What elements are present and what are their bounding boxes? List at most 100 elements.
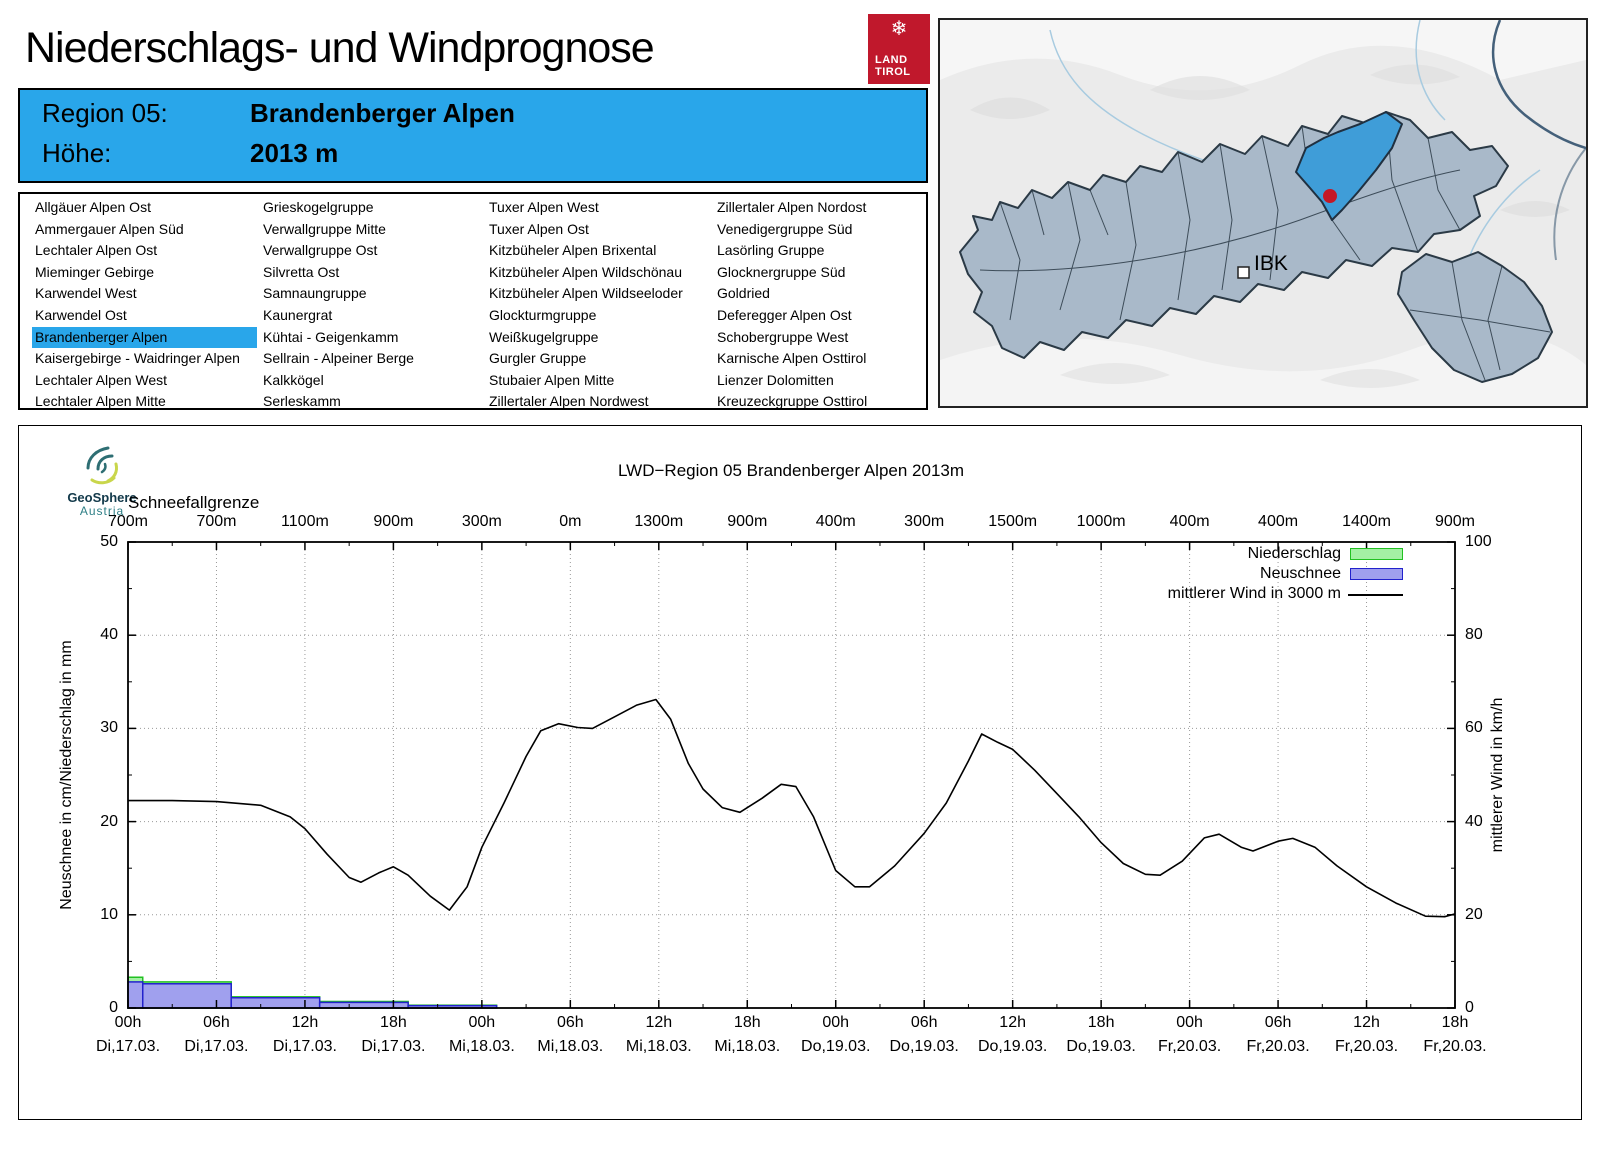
y-tick-label-left: 10 (100, 905, 118, 923)
x-tick-time-label: 06h (556, 1014, 584, 1031)
region-list-item[interactable]: Stubaier Alpen Mitte (489, 371, 615, 388)
forecast-chart-panel: GeoSphere Austria LWD−Region 05 Brandenb… (18, 425, 1582, 1120)
x-tick-time-label: 06h (203, 1014, 230, 1031)
region-list-item[interactable]: Goldried (717, 285, 770, 302)
region-list-item[interactable]: Glocknergruppe Süd (717, 263, 846, 280)
region-list-item[interactable]: Deferegger Alpen Ost (717, 306, 852, 323)
x-tick-day-label: Do,19.03. (977, 1038, 1048, 1055)
x-tick-time-label: 18h (1087, 1014, 1115, 1031)
region-list-item[interactable]: Glockturmgruppe (489, 306, 597, 323)
region-list-item[interactable]: Schobergruppe West (717, 328, 849, 345)
legend-entry: Neuschnee (19, 565, 1581, 585)
land-tirol-logo: ❄ LAND TIROL (868, 14, 930, 84)
legend-label: Neuschnee (1260, 565, 1341, 582)
neuschnee-bar (141, 983, 232, 1009)
region-list-item[interactable]: Kreuzeckgruppe Osttirol (717, 393, 868, 410)
region-list-item[interactable]: Serleskamm (263, 393, 341, 410)
region-list-item[interactable]: Venedigergruppe Süd (717, 220, 853, 237)
region-list-item[interactable]: Lechtaler Alpen Mitte (35, 393, 166, 410)
ibk-label: IBK (1254, 252, 1288, 275)
region-list-item[interactable]: Karwendel West (35, 285, 137, 302)
region-list-item[interactable]: Silvretta Ost (263, 263, 340, 280)
snowline-value: 1300m (634, 513, 684, 530)
region-list-item[interactable]: Lasörling Gruppe (717, 242, 825, 259)
region-list-item[interactable]: Verwallgruppe Mitte (263, 220, 386, 237)
region-list-item[interactable]: Lechtaler Alpen West (35, 371, 168, 388)
y-axis-label-right: mittlerer Wind in km/h (1489, 697, 1506, 853)
snowline-value: 400m (1169, 513, 1210, 530)
region-list-item[interactable]: Lienzer Dolomitten (717, 371, 834, 388)
x-tick-time-label: 06h (910, 1014, 938, 1031)
logo-line1: LAND (875, 54, 908, 66)
region-list-column-2: Grieskogelgruppe Verwallgruppe Mitte Verwa… (260, 197, 485, 413)
region-list-item[interactable]: Zillertaler Alpen Nordost (717, 199, 867, 215)
region-list-item[interactable]: Gurgler Gruppe (489, 350, 587, 367)
snowline-value: 1400m (1342, 513, 1391, 530)
region-list-item[interactable]: Brandenberger Alpen (32, 326, 257, 349)
neuschnee-bar (127, 981, 144, 1009)
x-tick-day-label: Mi,18.03. (448, 1038, 515, 1055)
x-tick-day-label: Fr,20.03. (1246, 1038, 1310, 1055)
legend-swatch (1350, 568, 1403, 580)
region-list-item[interactable]: Verwallgruppe Ost (263, 242, 378, 259)
region-list-item[interactable]: Mieminger Gebirge (35, 263, 155, 280)
region-list: Allgäuer Alpen Ost Ammergauer Alpen Süd Le… (18, 192, 928, 410)
region-list-item[interactable]: Karnische Alpen Osttirol (717, 350, 867, 367)
snowflake-icon: ❄ (890, 18, 908, 40)
region-list-item[interactable]: Kaunergrat (263, 306, 333, 323)
region-list-item[interactable]: Kalkkögel (263, 371, 324, 388)
plot-svg (127, 541, 1456, 1009)
legend-entry: mittlerer Wind in 3000 m (19, 585, 1581, 605)
geosphere-icon (86, 446, 118, 485)
region-list-item[interactable]: Zillertaler Alpen Nordwest (489, 393, 649, 410)
altitude-label: Höhe: (42, 138, 112, 168)
region-list-item[interactable]: Ammergauer Alpen Süd (35, 220, 184, 237)
region-list-item[interactable]: Kaisergebirge - Waidringer Alpen (35, 350, 240, 367)
region-list-item[interactable]: Kitzbüheler Alpen Brixental (489, 242, 657, 259)
neuschnee-bar (230, 996, 321, 1009)
snowline-value: 300m (461, 513, 502, 530)
region-list-item[interactable]: Grieskogelgruppe (263, 199, 374, 215)
x-tick-day-label: Di,17.03. (95, 1038, 161, 1055)
map-highlight-region[interactable] (1295, 111, 1403, 221)
map-ibk-marker: IBK (1237, 252, 1288, 279)
x-tick-day-label: Di,17.03. (361, 1038, 426, 1055)
y-tick-label-right: 100 (1465, 533, 1492, 550)
y-tick-label-right: 40 (1465, 812, 1483, 830)
region-list-item[interactable]: Tuxer Alpen Ost (489, 220, 589, 237)
y-axis-label-left: Neuschnee in cm/Niederschlag in mm (58, 640, 75, 910)
x-tick-time-label: 18h (733, 1014, 761, 1031)
region-list-item[interactable]: Kitzbüheler Alpen Wildseeloder (489, 285, 683, 302)
plot-border (127, 541, 1456, 1009)
region-list-item[interactable]: Weißkugelgruppe (489, 328, 599, 345)
region-list-item[interactable]: Tuxer Alpen West (489, 199, 599, 215)
x-tick-day-label: Di,17.03. (184, 1038, 249, 1055)
y-tick-label-left: 0 (109, 999, 118, 1016)
snowline-value: 900m (727, 513, 768, 530)
region-list-item[interactable]: Lechtaler Alpen Ost (35, 242, 158, 259)
region-list-item[interactable]: Samnaungruppe (263, 285, 367, 302)
region-list-column-3: Tuxer Alpen West Tuxer Alpen Ost Kitzbühel… (486, 197, 711, 413)
y-tick-label-right: 0 (1465, 999, 1474, 1016)
legend-label: mittlerer Wind in 3000 m (1167, 585, 1341, 602)
x-tick-day-label: Fr,20.03. (1423, 1038, 1487, 1055)
legend-entry: Niederschlag (19, 545, 1581, 565)
snowline-axis-label: Schneefallgrenze (128, 493, 260, 512)
y-tick-label-right: 60 (1465, 719, 1483, 737)
snowline-value: 400m (1258, 513, 1299, 530)
region-list-item[interactable]: Kühtai - Geigenkamm (263, 328, 399, 345)
region-list-item[interactable]: Kitzbüheler Alpen Wildschönau (489, 263, 683, 280)
snowline-value: 300m (904, 513, 945, 530)
x-tick-time-label: 12h (1353, 1014, 1380, 1031)
x-tick-time-label: 12h (645, 1014, 673, 1031)
region-list-item[interactable]: Allgäuer Alpen Ost (35, 199, 151, 215)
region-value: Brandenberger Alpen (250, 98, 515, 128)
y-tick-label-right: 80 (1465, 626, 1483, 644)
y-tick-label-left: 40 (100, 626, 118, 644)
snowline-value: 0m (559, 513, 582, 530)
snowline-value: 400m (815, 513, 856, 530)
region-list-item[interactable]: Karwendel Ost (35, 306, 127, 323)
x-tick-time-label: 00h (114, 1014, 142, 1031)
region-list-item[interactable]: Sellrain - Alpeiner Berge (263, 350, 414, 367)
region-label: Region 05: (42, 98, 168, 128)
